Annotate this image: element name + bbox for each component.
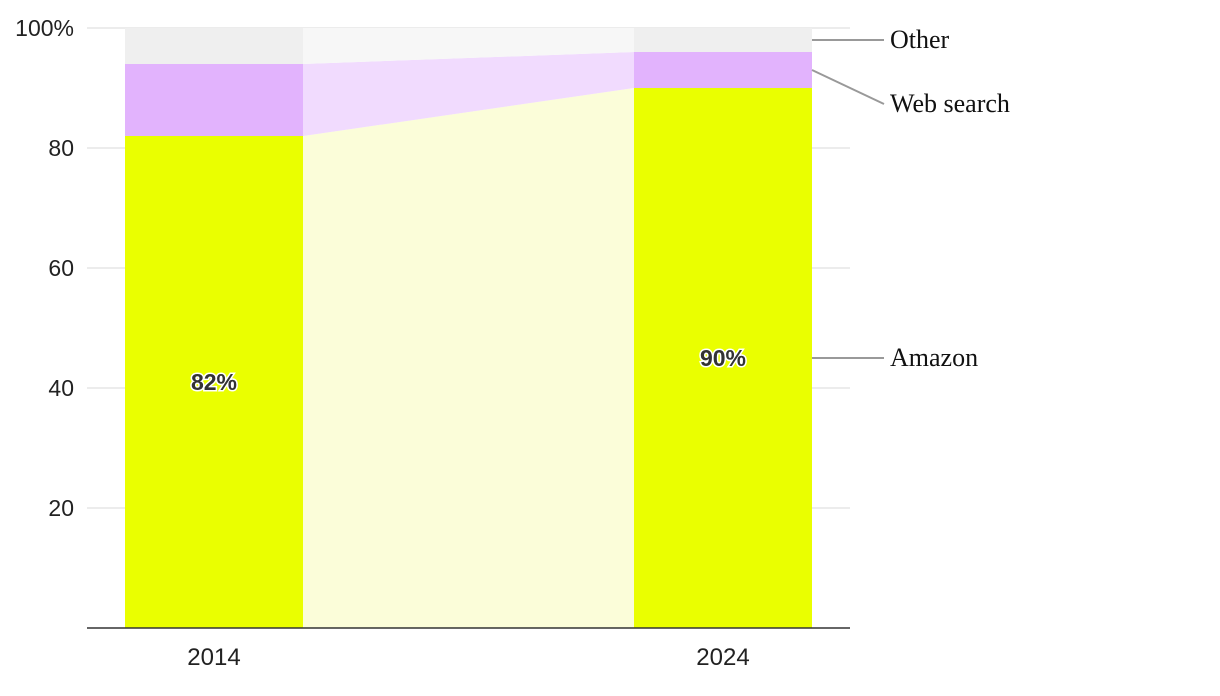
bar-segment [125,64,303,136]
connector-band [303,88,634,628]
series-label: Amazon [890,343,978,372]
y-tick-label: 80 [48,135,74,161]
y-tick-label: 60 [48,255,74,281]
y-tick-label: 100% [15,15,74,41]
bar-segment [634,88,812,628]
series-label: Web search [890,89,1010,118]
leader-line [811,69,885,105]
connector-band [303,28,634,64]
labels: 20 40 60 80 100% 82% 2014 90% 2024 [15,15,750,671]
bar-segment [125,136,303,628]
bar-segment [634,28,812,52]
bar-segment [125,28,303,64]
x-tick-label: 2014 [187,644,240,671]
data-label: 82% [191,369,237,395]
data-label: 90% [700,345,746,371]
series-label: Other [890,25,950,54]
y-tick-label: 20 [48,495,74,521]
connector-bands [303,28,634,628]
connector-band [303,52,634,136]
bars [125,28,812,628]
series-labels: Other Web search Amazon [811,25,1010,372]
bar-segment [634,52,812,88]
x-tick-label: 2024 [696,644,749,671]
y-tick-label: 40 [48,375,74,401]
